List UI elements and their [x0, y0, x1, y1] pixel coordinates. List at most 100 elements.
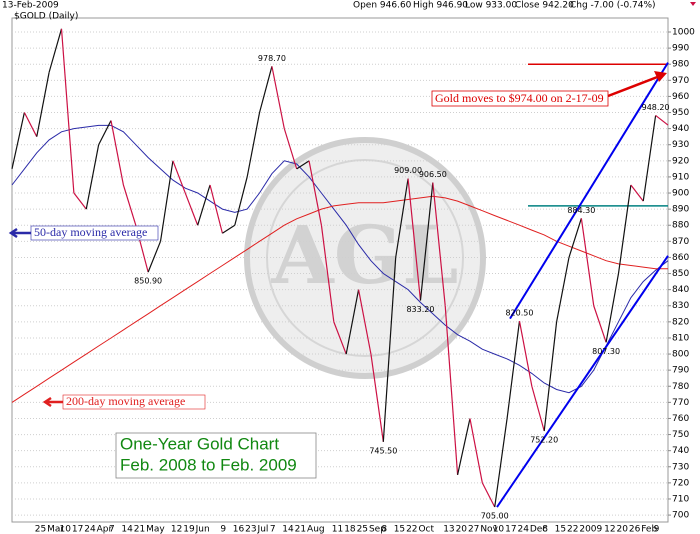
- y-tick-label: 740: [672, 446, 689, 456]
- x-tick-label: 13: [443, 525, 454, 534]
- y-tick-label: 980: [672, 60, 689, 70]
- annotation-box: [431, 90, 609, 107]
- price-segment: [85, 144, 100, 210]
- series-name: $GOLD (Daily): [14, 12, 78, 22]
- price-segment: [593, 305, 607, 343]
- moving-average-line: [11, 195, 668, 403]
- x-tick-label: 22: [567, 525, 578, 534]
- y-tick-label: 780: [672, 382, 689, 392]
- quote-item: Chg -7.00 (-0.74%): [570, 1, 656, 11]
- price-segment: [197, 184, 211, 226]
- y-tick-label: 960: [672, 92, 689, 102]
- price-segment: [370, 353, 384, 442]
- x-tick-label: Aug: [307, 525, 325, 534]
- y-tick-label: 810: [672, 333, 689, 343]
- data-label: 745.50: [369, 446, 397, 455]
- x-tick-label: 12: [604, 525, 615, 534]
- y-tick-label: 860: [672, 253, 689, 263]
- price-segment: [23, 112, 38, 137]
- y-tick-label: 800: [672, 350, 689, 360]
- price-segment: [184, 192, 199, 226]
- watermark-ring: [266, 159, 464, 357]
- watermark-text: AGL: [271, 208, 459, 302]
- y-tick-label: 910: [672, 172, 689, 182]
- x-tick-label: Dec: [530, 525, 547, 534]
- price-segment: [568, 218, 582, 258]
- x-tick-label: Mar: [47, 525, 64, 534]
- x-tick-label: 11: [332, 525, 343, 534]
- x-tick-label: Nov: [480, 525, 498, 534]
- annotation-arrow: [607, 74, 661, 98]
- x-tick-label: 17: [72, 525, 83, 534]
- x-tick-label: 18: [344, 525, 356, 534]
- quote-item: Close 942.20: [515, 1, 574, 11]
- y-tick-label: 720: [672, 478, 689, 488]
- price-segment: [481, 482, 496, 508]
- legend-arrow: [42, 396, 63, 408]
- price-segment: [73, 192, 87, 210]
- x-tick-label: 21: [295, 525, 306, 534]
- x-tick-label: 19: [183, 525, 195, 534]
- x-tick-label: 27: [468, 525, 479, 534]
- price-segment: [444, 305, 459, 475]
- legend-label: 50-day moving average: [34, 225, 147, 239]
- y-tick-label: 850: [672, 269, 689, 279]
- price-segment: [617, 184, 632, 274]
- price-segment: [580, 218, 595, 306]
- data-label: 948.20: [642, 103, 670, 112]
- x-tick-label: 23: [245, 525, 256, 534]
- price-segment: [357, 289, 372, 355]
- y-tick-label: 870: [672, 237, 689, 247]
- x-tick-label: 25: [357, 525, 368, 534]
- price-segment: [605, 273, 620, 343]
- price-segment: [258, 66, 273, 113]
- y-tick-label: 710: [672, 494, 689, 504]
- y-tick-label: 790: [672, 366, 689, 376]
- down-arrow-icon: [690, 2, 696, 6]
- x-tick-label: 7: [109, 525, 115, 534]
- price-segment: [407, 178, 422, 301]
- x-tick-label: 7: [270, 525, 276, 534]
- y-tick-label: 990: [672, 44, 689, 54]
- price-segment: [271, 66, 285, 129]
- y-tick-label: 950: [672, 108, 689, 118]
- price-segment: [630, 184, 644, 202]
- plot-frame: [11, 17, 669, 523]
- x-tick-label: 9: [654, 525, 660, 534]
- moving-average-line: [11, 124, 669, 394]
- x-tick-label: 25: [35, 525, 46, 534]
- price-segment: [234, 176, 248, 226]
- x-tick-label: 26: [629, 525, 641, 534]
- y-tick-label: 840: [672, 285, 689, 295]
- title-box: [115, 432, 317, 479]
- price-segment: [320, 225, 335, 322]
- price-segment: [60, 28, 75, 194]
- chart-title: One-Year Gold Chart: [120, 434, 279, 453]
- data-label: 850.90: [134, 277, 162, 286]
- x-tick-label: Oct: [418, 525, 434, 534]
- data-label: 978.70: [258, 54, 286, 63]
- price-segment: [36, 72, 50, 137]
- price-segment: [642, 115, 657, 202]
- price-segment: [172, 160, 186, 194]
- x-tick-label: Jul: [257, 525, 269, 534]
- x-tick-label: 10: [60, 525, 72, 534]
- x-tick-label: Jun: [195, 525, 210, 534]
- price-segment: [518, 320, 533, 387]
- data-label: 906.50: [419, 170, 447, 179]
- chart-subtitle: Feb. 2008 to Feb. 2009: [120, 455, 297, 474]
- price-segment: [494, 418, 508, 508]
- y-tick-label: 900: [672, 189, 689, 199]
- trend-line: [509, 62, 669, 320]
- x-tick-label: 15: [555, 525, 566, 534]
- price-segment: [506, 320, 521, 419]
- x-tick-label: 17: [505, 525, 516, 534]
- data-label: 705.00: [481, 512, 509, 521]
- x-tick-label: 2009: [579, 525, 602, 534]
- price-segment: [456, 418, 471, 475]
- y-tick-label: 880: [672, 221, 689, 231]
- price-segment: [419, 182, 434, 301]
- x-tick-label: 21: [134, 525, 145, 534]
- quote-item: High 946.90: [413, 1, 468, 11]
